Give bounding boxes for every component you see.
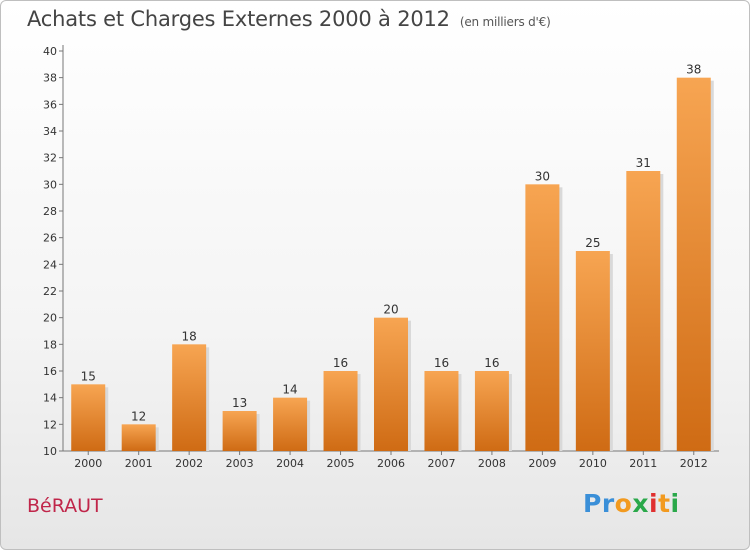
bar-value-label: 31 xyxy=(636,156,651,170)
bar-value-label: 14 xyxy=(282,383,297,397)
y-tick-label: 28 xyxy=(43,205,57,218)
y-tick-label: 32 xyxy=(43,152,57,165)
bar xyxy=(575,251,610,451)
x-tick-label: 2008 xyxy=(478,457,506,470)
x-tick-label: 2000 xyxy=(74,457,102,470)
bar xyxy=(71,384,106,451)
bar xyxy=(222,411,257,451)
y-tick-label: 26 xyxy=(43,232,57,245)
x-tick-label: 2012 xyxy=(680,457,708,470)
bar xyxy=(374,317,408,451)
y-tick-label: 18 xyxy=(43,338,57,351)
y-tick-label: 12 xyxy=(43,418,57,431)
bar-layer xyxy=(71,77,714,452)
bar-value-label: 20 xyxy=(383,303,398,317)
x-tick-label: 2010 xyxy=(579,457,607,470)
bar-value-label: 12 xyxy=(131,409,146,423)
y-tick-label: 14 xyxy=(43,392,57,405)
y-tick-label: 10 xyxy=(43,445,57,458)
bar-value-label: 15 xyxy=(81,369,96,383)
bar xyxy=(323,371,358,451)
y-tick-label: 20 xyxy=(43,312,57,325)
bar-value-label: 13 xyxy=(232,396,247,410)
bar xyxy=(474,371,509,451)
logo-letter: t xyxy=(658,489,671,518)
bar-value-label: 25 xyxy=(585,236,600,250)
x-tick-label: 2006 xyxy=(377,457,405,470)
y-tick-label: 38 xyxy=(43,72,57,85)
bar-value-label: 16 xyxy=(333,356,348,370)
bar-value-label: 16 xyxy=(484,356,499,370)
bar-value-label: 30 xyxy=(535,169,550,183)
bar-value-label: 18 xyxy=(182,329,197,343)
chart-unit: (en milliers d'€) xyxy=(459,15,551,29)
bar xyxy=(676,77,711,452)
bar-value-label: 16 xyxy=(434,356,449,370)
axis-layer: 10 12 14 16 18 20 22 24 26 28 30 32 34 36 38 40 xyxy=(43,45,719,458)
y-tick-label: 36 xyxy=(43,98,57,111)
y-tick-label: 40 xyxy=(43,45,57,58)
proxiti-logo: Proxiti xyxy=(583,489,680,518)
x-tick-label: 2009 xyxy=(528,457,556,470)
x-tick-label: 2007 xyxy=(427,457,455,470)
x-tick-label: 2004 xyxy=(276,457,304,470)
chart-title: Achats et Charges Externes 2000 à 2012 (e… xyxy=(27,7,551,31)
chart-title-text: Achats et Charges Externes 2000 à 2012 xyxy=(27,7,450,31)
commune-name: BéRAUT xyxy=(27,495,103,517)
bar xyxy=(525,184,560,452)
y-tick-label: 30 xyxy=(43,178,57,191)
bar xyxy=(121,424,156,451)
x-tick-label: 2002 xyxy=(175,457,203,470)
logo-letter: o xyxy=(614,489,633,518)
logo-letter: r xyxy=(601,489,615,518)
logo-letter: i xyxy=(670,489,680,518)
y-tick-label: 16 xyxy=(43,365,57,378)
y-tick-label: 22 xyxy=(43,285,57,298)
bar xyxy=(626,171,661,451)
y-tick-label: 24 xyxy=(43,258,57,271)
x-tick-label: 2011 xyxy=(629,457,657,470)
y-tick-label: 34 xyxy=(43,125,57,138)
logo-letter: x xyxy=(632,489,649,518)
x-tick-label: 2003 xyxy=(226,457,254,470)
bar-value-label: 38 xyxy=(686,63,701,77)
logo-letter: P xyxy=(583,489,602,518)
label-layer: 15 2000 12 2001 18 2002 13 2003 14 2004 16 2005 20 20… xyxy=(74,63,708,470)
x-tick-label: 2001 xyxy=(125,457,153,470)
logo-letter: i xyxy=(649,489,659,518)
x-tick-label: 2005 xyxy=(327,457,355,470)
bar xyxy=(273,397,308,451)
bar xyxy=(172,344,207,451)
bar xyxy=(424,371,459,451)
